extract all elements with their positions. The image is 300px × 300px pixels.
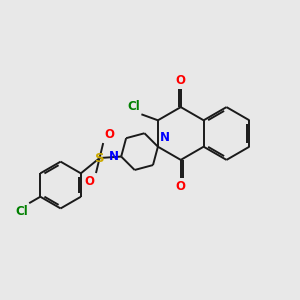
Text: O: O (176, 180, 186, 193)
Text: Cl: Cl (127, 100, 140, 113)
Text: Cl: Cl (15, 205, 28, 218)
Text: S: S (95, 152, 104, 164)
Text: O: O (85, 175, 95, 188)
Text: N: N (109, 150, 119, 163)
Text: O: O (104, 128, 114, 141)
Text: N: N (160, 131, 170, 144)
Text: O: O (176, 74, 186, 87)
